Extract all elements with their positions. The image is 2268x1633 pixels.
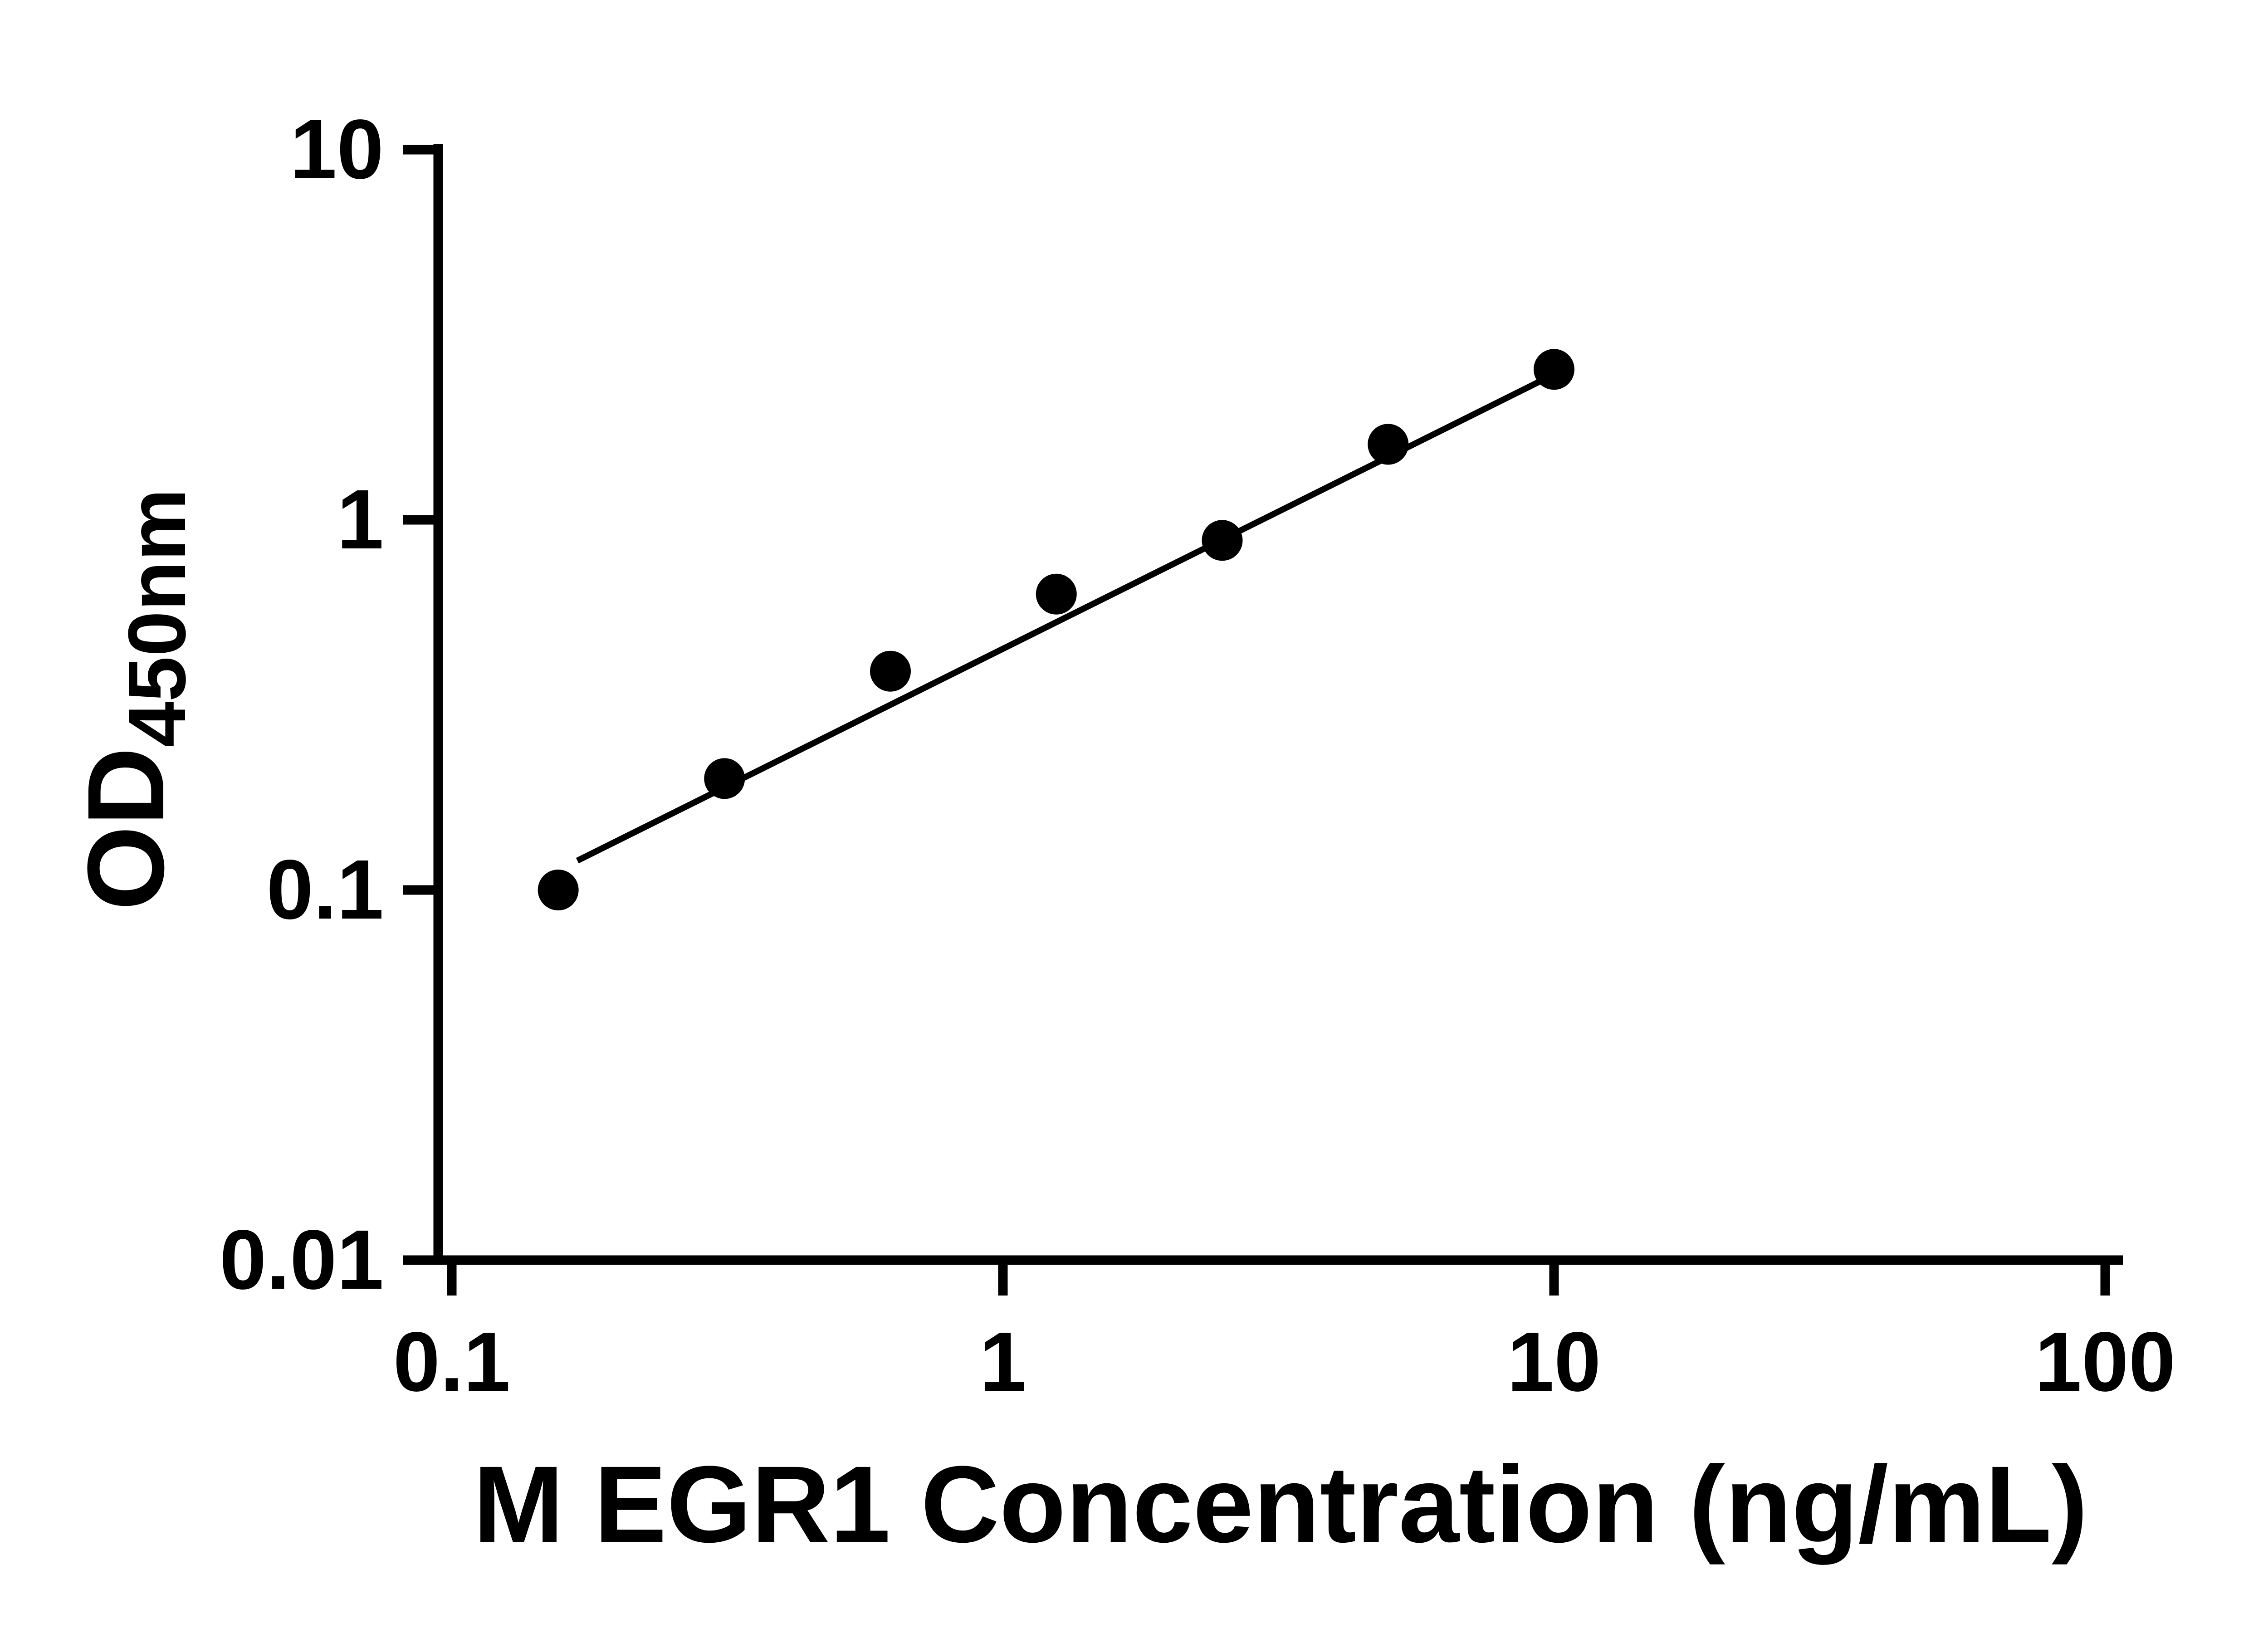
- y-tick-label: 0.01: [220, 1213, 384, 1307]
- y-axis-title-main: OD: [65, 747, 186, 910]
- x-axis-ticks: 0.1 1 10 100: [393, 1260, 2175, 1409]
- data-point: [1534, 349, 1574, 390]
- data-points: [538, 349, 1574, 910]
- y-tick-label: 10: [290, 103, 384, 196]
- data-point: [1368, 424, 1409, 465]
- x-tick-label: 10: [1507, 1315, 1601, 1409]
- y-axis-title-subscript: 450nm: [112, 489, 203, 747]
- x-axis-title: M EGR1 Concentration (ng/mL): [473, 1443, 2088, 1565]
- y-tick-label: 1: [337, 473, 384, 567]
- y-axis-title: OD450nm: [65, 489, 203, 910]
- data-point: [704, 758, 745, 799]
- x-tick-label: 0.1: [393, 1315, 511, 1409]
- x-tick-label: 100: [2035, 1315, 2175, 1409]
- y-axis-ticks: 0.01 0.1 1 10: [220, 103, 438, 1307]
- data-point: [538, 870, 579, 910]
- x-tick-label: 1: [979, 1315, 1026, 1409]
- data-point: [1036, 573, 1077, 615]
- y-tick-label: 0.1: [266, 843, 384, 937]
- data-point: [870, 650, 911, 692]
- data-point: [1202, 520, 1243, 561]
